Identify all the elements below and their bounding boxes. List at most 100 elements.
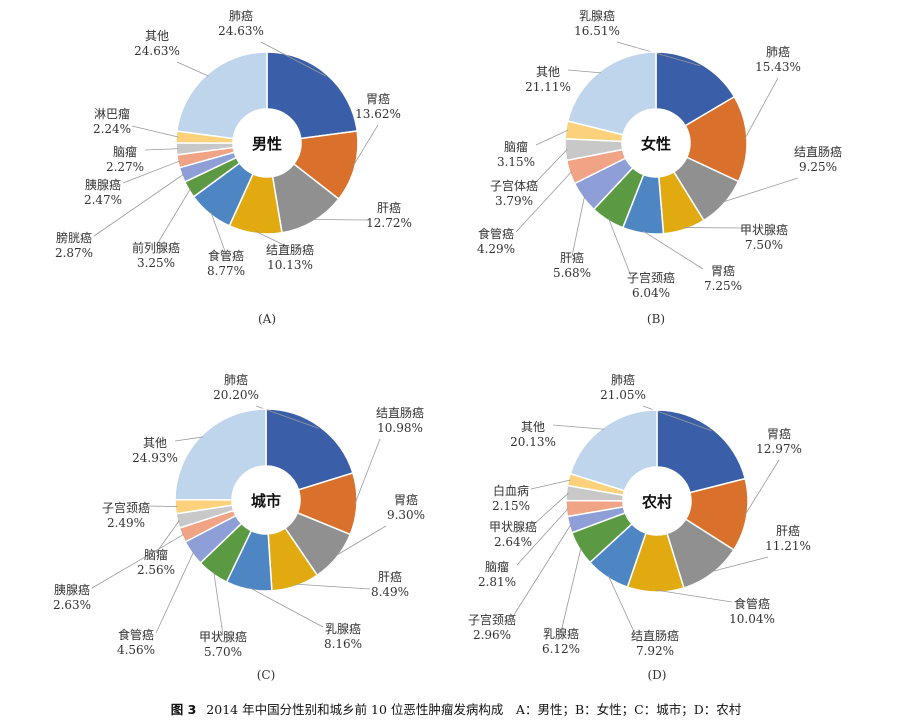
value-label-2-4: 7.50%	[745, 238, 783, 252]
center-label-1: 男性	[252, 135, 282, 153]
category-label-2-3: 结直肠癌	[794, 144, 842, 159]
leader-line-3-11	[174, 436, 204, 442]
value-label-2-1: 16.51%	[574, 24, 620, 38]
category-label-3-11: 其他	[143, 436, 167, 450]
value-label-1-2: 13.62%	[355, 107, 401, 121]
leader-line-1-5	[210, 211, 227, 255]
value-label-3-7: 4.56%	[117, 643, 155, 657]
value-label-4-8: 2.81%	[478, 575, 516, 589]
leader-line-4-4	[655, 589, 733, 603]
category-label-1-1: 肺癌	[229, 8, 253, 23]
value-label-4-11: 20.13%	[510, 435, 556, 449]
panel-label-1: (A)	[258, 312, 276, 326]
donut-hole-4	[623, 467, 691, 535]
panel-label-3: (C)	[257, 668, 276, 682]
leader-line-4-5	[607, 575, 636, 635]
category-label-1-4: 结直肠癌	[266, 242, 314, 257]
category-label-2-11: 其他	[536, 65, 560, 79]
leader-line-2-7	[571, 196, 585, 257]
leader-line-3-10	[145, 505, 178, 507]
value-label-4-3: 11.21%	[765, 539, 811, 553]
value-label-2-8: 4.29%	[477, 242, 515, 256]
value-label-4-6: 6.12%	[542, 642, 580, 656]
category-label-2-2: 肺癌	[766, 44, 790, 59]
center-label-4: 农村	[641, 493, 672, 511]
value-label-2-9: 3.79%	[495, 194, 533, 208]
leader-line-3-8	[91, 533, 185, 589]
category-label-2-6: 子宫颈癌	[627, 270, 675, 285]
leader-line-1-4	[255, 230, 291, 249]
category-label-1-2: 胃癌	[366, 91, 390, 106]
slice-4-11	[569, 409, 658, 492]
value-label-1-6: 3.25%	[137, 256, 175, 270]
leader-line-1-2	[352, 124, 379, 167]
value-label-3-1: 20.20%	[213, 388, 259, 402]
panel-label-2: (B)	[647, 312, 665, 326]
value-label-3-5: 8.16%	[324, 637, 362, 651]
leader-line-4-7	[511, 524, 572, 619]
category-label-4-5: 结直肠癌	[631, 628, 679, 643]
category-label-3-7: 食管癌	[118, 627, 154, 642]
value-label-3-11: 24.93%	[132, 451, 178, 465]
leader-line-1-9	[144, 148, 179, 151]
value-label-1-5: 8.77%	[207, 264, 245, 278]
category-label-1-7: 膀胱癌	[56, 230, 92, 245]
leader-line-1-7	[93, 173, 184, 237]
value-label-2-2: 15.43%	[755, 60, 801, 74]
value-label-4-7: 2.96%	[473, 628, 511, 642]
category-label-4-6: 乳腺癌	[543, 626, 579, 641]
category-label-3-10: 子宫颈癌	[102, 500, 150, 515]
donut-chart-1: 肺癌24.63%胃癌13.62%肝癌12.72%结直肠癌10.13%食管癌8.7…	[55, 8, 412, 326]
donut-hole-3	[232, 466, 300, 534]
leader-line-3-5	[248, 587, 324, 628]
value-label-3-10: 2.49%	[107, 516, 145, 530]
leader-line-2-11	[567, 69, 602, 74]
value-label-4-10: 2.15%	[492, 499, 530, 513]
leader-line-2-5	[642, 230, 704, 270]
panel-label-4: (D)	[648, 668, 667, 682]
category-label-3-4: 肝癌	[378, 569, 402, 584]
value-label-3-2: 10.98%	[377, 421, 423, 435]
category-label-3-2: 结直肠癌	[376, 405, 424, 420]
category-label-3-5: 乳腺癌	[325, 621, 361, 636]
leader-line-3-9	[155, 520, 180, 554]
leader-line-2-8	[515, 171, 572, 233]
leader-line-3-4	[294, 583, 371, 590]
leader-line-2-1	[616, 41, 701, 67]
value-label-2-3: 9.25%	[799, 160, 837, 174]
leader-line-4-8	[516, 508, 569, 566]
leader-line-1-10	[131, 125, 179, 138]
category-label-2-9: 子宫体癌	[490, 178, 538, 193]
category-label-1-5: 食管癌	[208, 248, 244, 263]
leader-line-3-3	[334, 525, 387, 557]
value-label-1-10: 2.24%	[93, 122, 131, 136]
value-label-1-1: 24.63%	[218, 24, 264, 38]
leader-line-4-6	[560, 547, 582, 633]
category-label-1-11: 其他	[145, 29, 169, 43]
leader-line-1-1	[260, 41, 326, 77]
value-label-3-4: 8.49%	[371, 585, 409, 599]
leader-line-1-3	[312, 219, 370, 221]
value-label-1-7: 2.87%	[55, 246, 93, 260]
category-label-4-10: 白血病	[493, 483, 529, 498]
category-label-2-4: 甲状腺癌	[740, 222, 788, 237]
category-label-3-3: 胃癌	[394, 492, 418, 507]
figure-caption: 图 3 2014 年中国分性别和城乡前 10 位恶性肿瘤发病构成 A：男性；B：女…	[0, 699, 912, 718]
value-label-1-4: 10.13%	[267, 258, 313, 272]
category-label-4-7: 子宫颈癌	[468, 612, 516, 627]
category-label-2-1: 乳腺癌	[579, 8, 615, 23]
figure-caption-text: 2014 年中国分性别和城乡前 10 位恶性肿瘤发病构成 A：男性；B：女性；C…	[206, 702, 742, 717]
value-label-1-9: 2.27%	[106, 160, 144, 174]
category-label-4-4: 食管癌	[734, 596, 770, 611]
category-label-4-1: 肺癌	[611, 372, 635, 387]
leader-line-2-6	[608, 218, 632, 277]
category-label-4-3: 肝癌	[776, 523, 800, 538]
leader-line-2-3	[722, 177, 799, 203]
category-label-4-9: 甲状腺癌	[489, 519, 537, 534]
leader-line-4-10	[530, 479, 571, 490]
category-label-3-8: 胰腺癌	[54, 582, 90, 597]
leader-line-2-10	[535, 129, 569, 146]
